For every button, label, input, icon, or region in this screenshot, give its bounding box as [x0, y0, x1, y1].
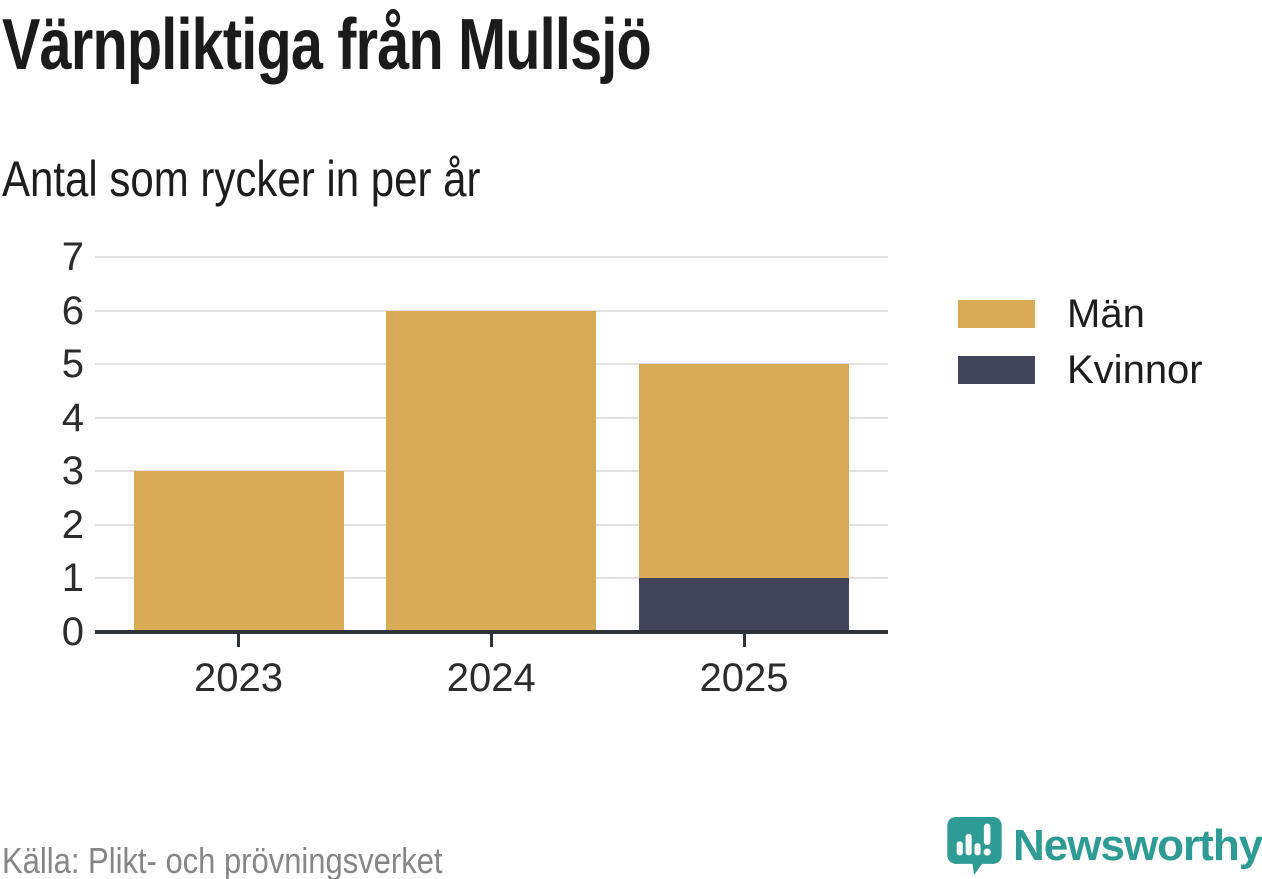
y-tick-label-5: 5 [61, 342, 84, 387]
x-tick-label-2024: 2024 [446, 656, 536, 700]
legend-label-kvinnor: Kvinnor [1067, 347, 1203, 392]
bar-segment-2024-män [386, 310, 597, 632]
x-tick-label-2023: 2023 [194, 656, 283, 700]
y-tick-label-1: 1 [61, 556, 84, 601]
x-tick-label-2025: 2025 [699, 656, 789, 700]
newsworthy-wordmark: Newsworthy [1013, 821, 1262, 870]
legend-item-kvinnor: Kvinnor [958, 348, 1203, 392]
legend-label-män: Män [1067, 291, 1145, 336]
gridline-7 [95, 256, 888, 258]
y-tick-label-0: 0 [61, 610, 84, 654]
y-tick-label-6: 6 [61, 288, 84, 333]
legend-swatch-män [958, 300, 1035, 328]
y-tick-label-3: 3 [61, 449, 84, 494]
y-tick-label-4: 4 [61, 395, 84, 440]
x-axis-line [95, 630, 888, 634]
y-tick-label-7: 7 [61, 235, 84, 279]
x-tick-2023 [237, 634, 240, 647]
y-tick-label-2: 2 [61, 502, 84, 547]
x-tick-2025 [742, 634, 746, 647]
bar-segment-2025-kvinnor [639, 578, 849, 632]
chart-subtitle: Antal som rycker in per år [2, 151, 481, 207]
x-tick-2024 [489, 634, 493, 647]
newsworthy-logo: Newsworthy [946, 816, 1262, 876]
legend: Män Kvinnor [958, 292, 1203, 412]
bar-segment-2023-män [133, 471, 344, 632]
newsworthy-icon [947, 816, 1002, 876]
legend-item-män: Män [958, 292, 1203, 336]
chart-title: Värnpliktiga från Mullsjö [2, 5, 652, 85]
source-note: Källa: Plikt- och prövningsverket [2, 840, 443, 879]
legend-swatch-kvinnor [958, 356, 1035, 384]
bar-segment-2025-män [639, 364, 849, 579]
